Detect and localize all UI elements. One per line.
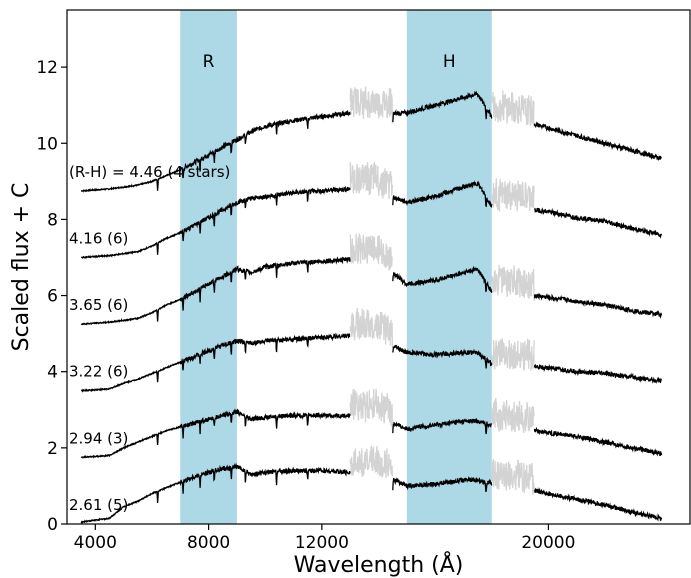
series-5-line — [80, 462, 663, 524]
tick-layer: 4000 8000 12000 20000 0 2 4 6 8 10 12 — [36, 58, 575, 553]
x-tick-label: 12000 — [295, 533, 349, 553]
series-layer: (R-H) = 4.46 (4 stars) 4.16 (6) 3.65 (6) 3.… — [69, 86, 663, 524]
series-4-line — [80, 408, 663, 460]
y-tick-label: 0 — [47, 515, 58, 535]
series-5-label: 2.61 (5) — [69, 496, 128, 514]
series-1-line — [80, 180, 663, 259]
series-2-label: 3.65 (6) — [69, 296, 128, 314]
x-tick-label: 4000 — [74, 533, 117, 553]
series-2-line — [80, 256, 663, 326]
band-label-h: H — [443, 52, 456, 72]
band-r — [180, 10, 237, 524]
series-0-label: (R-H) = 4.46 (4 stars) — [69, 163, 230, 181]
y-axis-label: Scaled flux + C — [9, 183, 34, 352]
series-1-label: 4.16 (6) — [69, 229, 128, 247]
y-tick-label: 10 — [36, 134, 58, 154]
band-h — [406, 10, 492, 524]
series-4-label: 2.94 (3) — [69, 429, 128, 447]
series-0-line — [80, 90, 663, 193]
y-tick-label: 12 — [36, 58, 58, 78]
series-4-telluric-line — [349, 388, 535, 433]
series-0-telluric-line — [349, 86, 535, 127]
series-3-label: 3.22 (6) — [69, 363, 128, 381]
x-axis-label: Wavelength (Å) — [294, 551, 464, 578]
series-5-telluric-line — [349, 445, 535, 495]
band-label-r: R — [203, 52, 215, 72]
y-tick-label: 8 — [47, 210, 58, 230]
series-3-line — [80, 332, 662, 393]
plot-frame — [66, 9, 691, 525]
series-1-telluric-line — [349, 161, 535, 212]
y-tick-label: 6 — [47, 287, 58, 307]
x-tick-label: 8000 — [187, 533, 230, 553]
x-tick-label: 20000 — [521, 533, 575, 553]
y-tick-label: 4 — [47, 363, 58, 383]
series-2-telluric-line — [349, 233, 535, 302]
series-3-telluric-line — [349, 307, 535, 372]
y-tick-label: 2 — [47, 439, 58, 459]
